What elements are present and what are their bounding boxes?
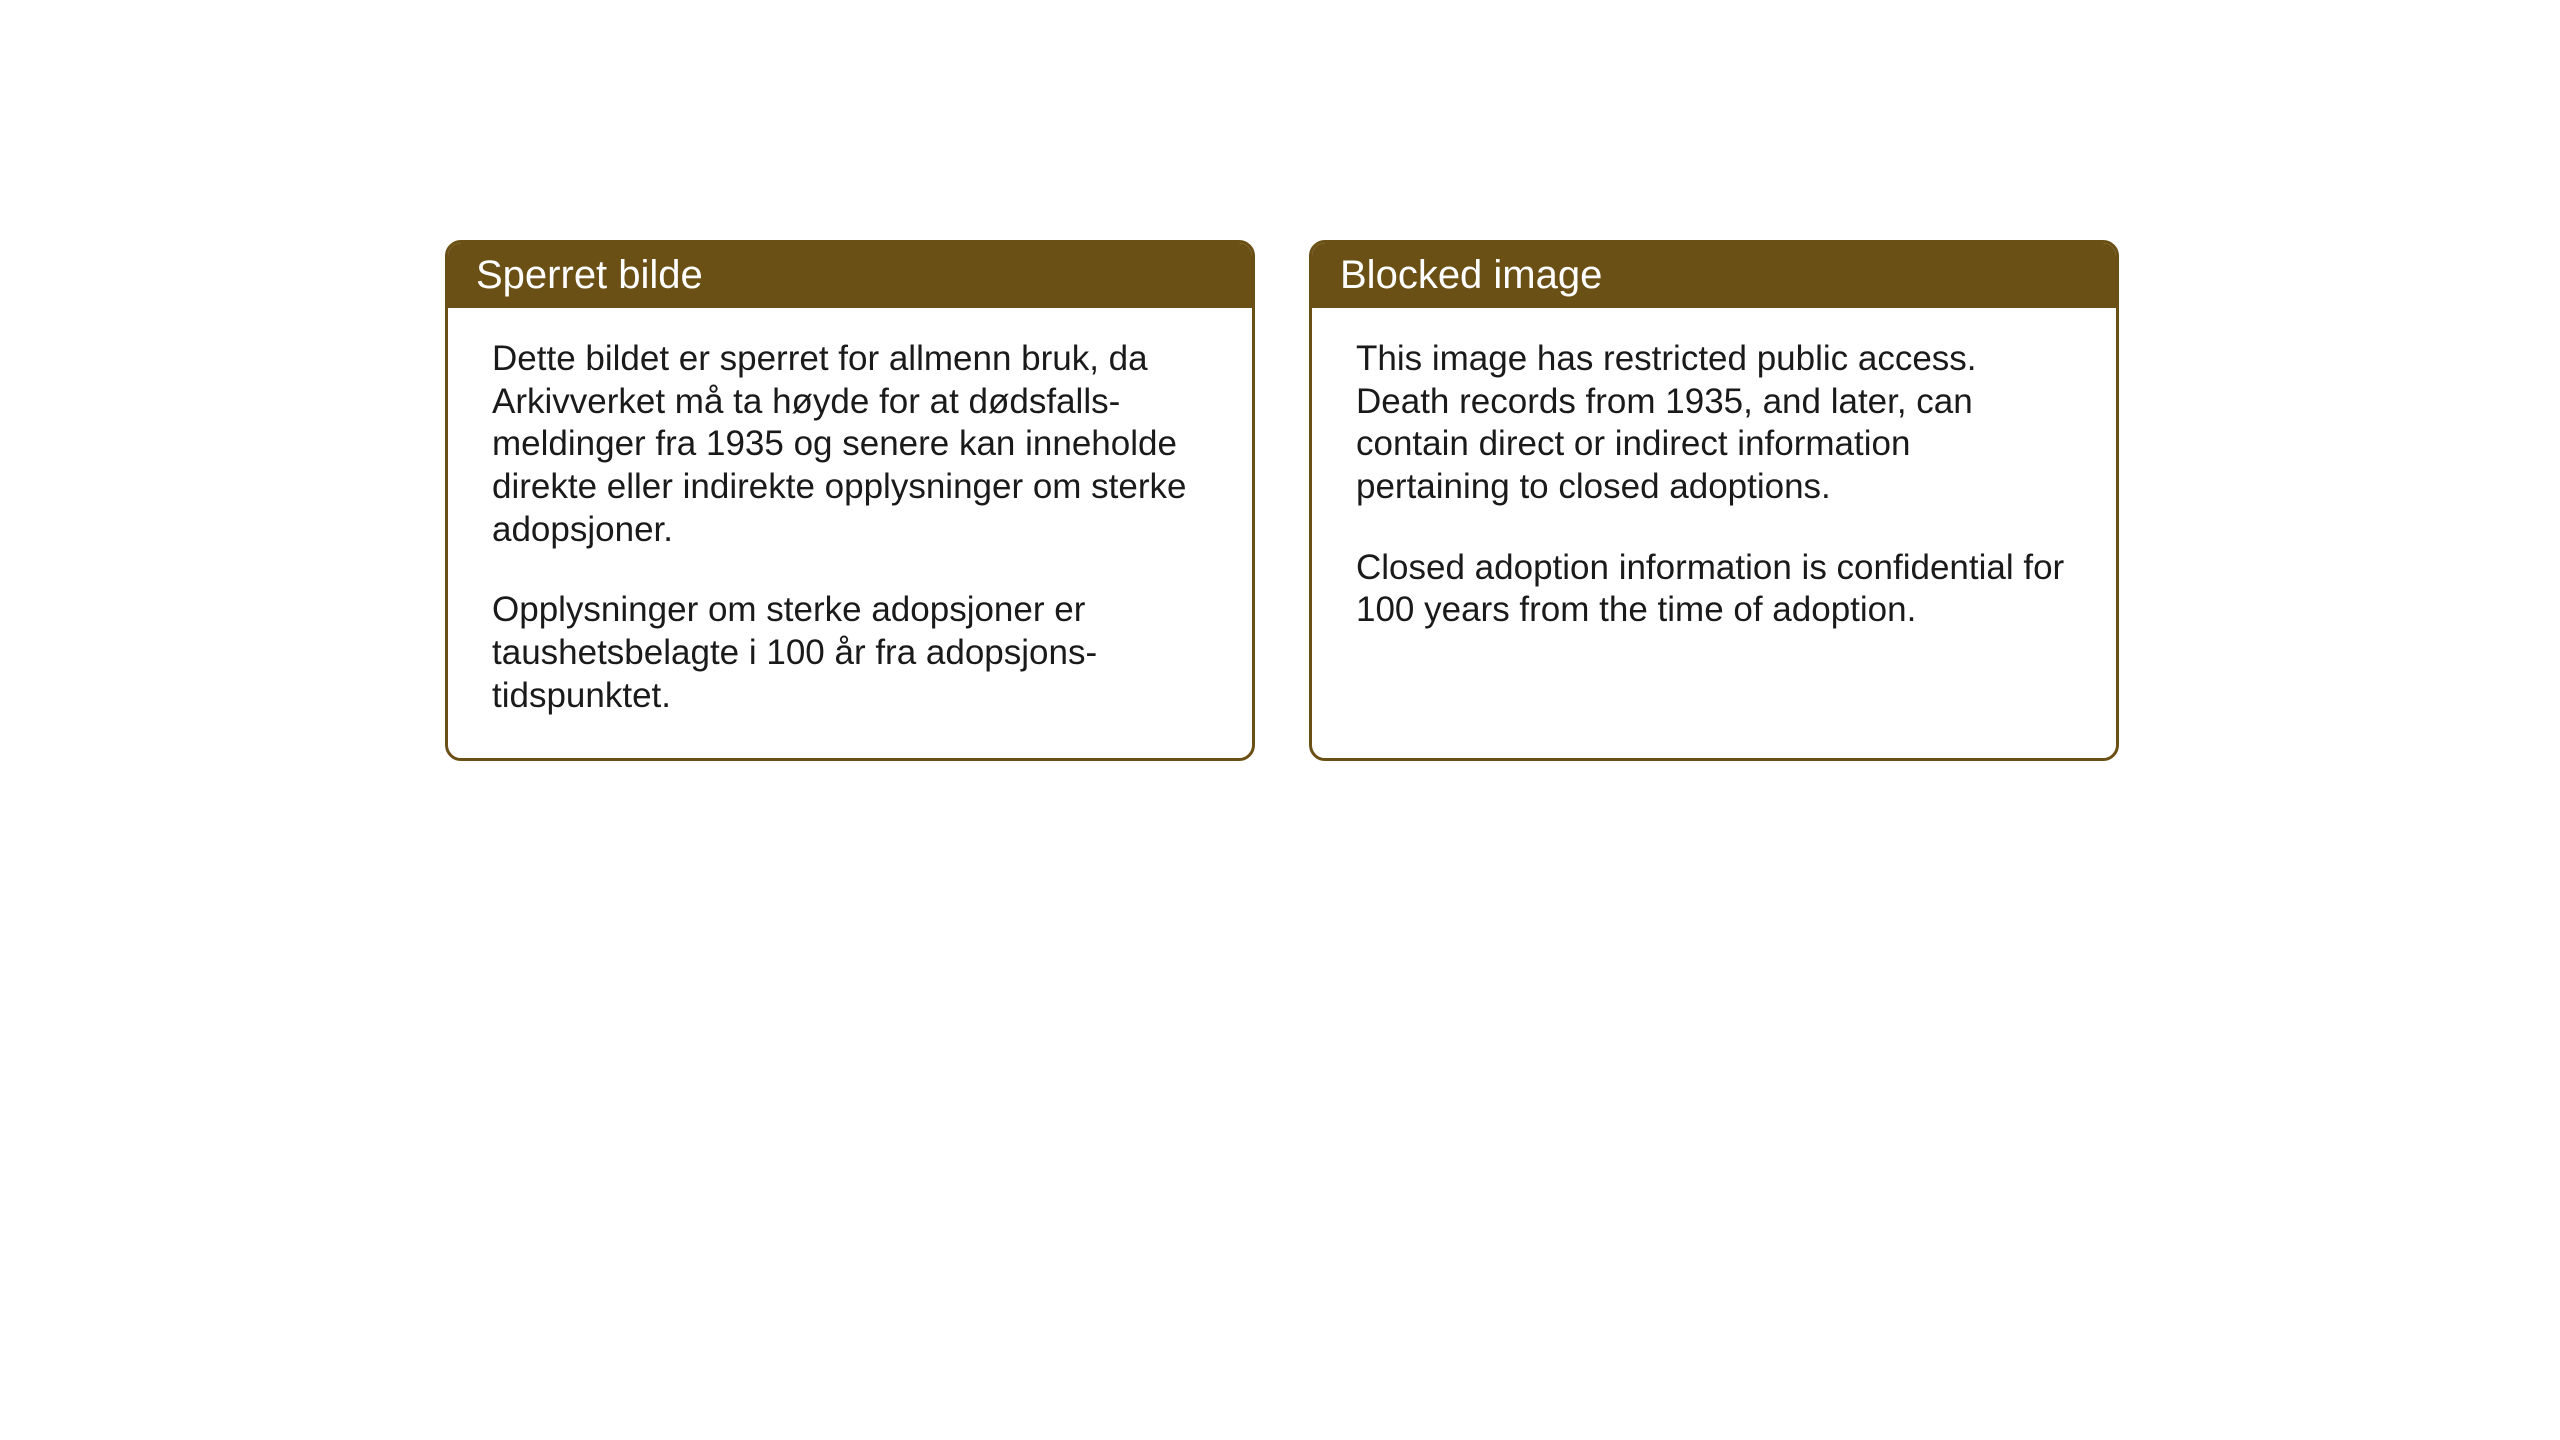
card-title-norwegian: Sperret bilde [476, 253, 703, 297]
paragraph-norwegian-1: Dette bildet er sperret for allmenn bruk… [492, 338, 1208, 551]
notice-card-norwegian: Sperret bilde Dette bildet er sperret fo… [445, 240, 1255, 761]
paragraph-english-2: Closed adoption information is confident… [1356, 547, 2072, 632]
card-body-norwegian: Dette bildet er sperret for allmenn bruk… [448, 308, 1252, 758]
card-header-english: Blocked image [1312, 243, 2116, 308]
paragraph-norwegian-2: Opplysninger om sterke adopsjoner er tau… [492, 589, 1208, 717]
card-body-english: This image has restricted public access.… [1312, 308, 2116, 748]
paragraph-english-1: This image has restricted public access.… [1356, 338, 2072, 509]
notice-container: Sperret bilde Dette bildet er sperret fo… [445, 240, 2119, 761]
card-header-norwegian: Sperret bilde [448, 243, 1252, 308]
card-title-english: Blocked image [1340, 253, 1602, 297]
notice-card-english: Blocked image This image has restricted … [1309, 240, 2119, 761]
